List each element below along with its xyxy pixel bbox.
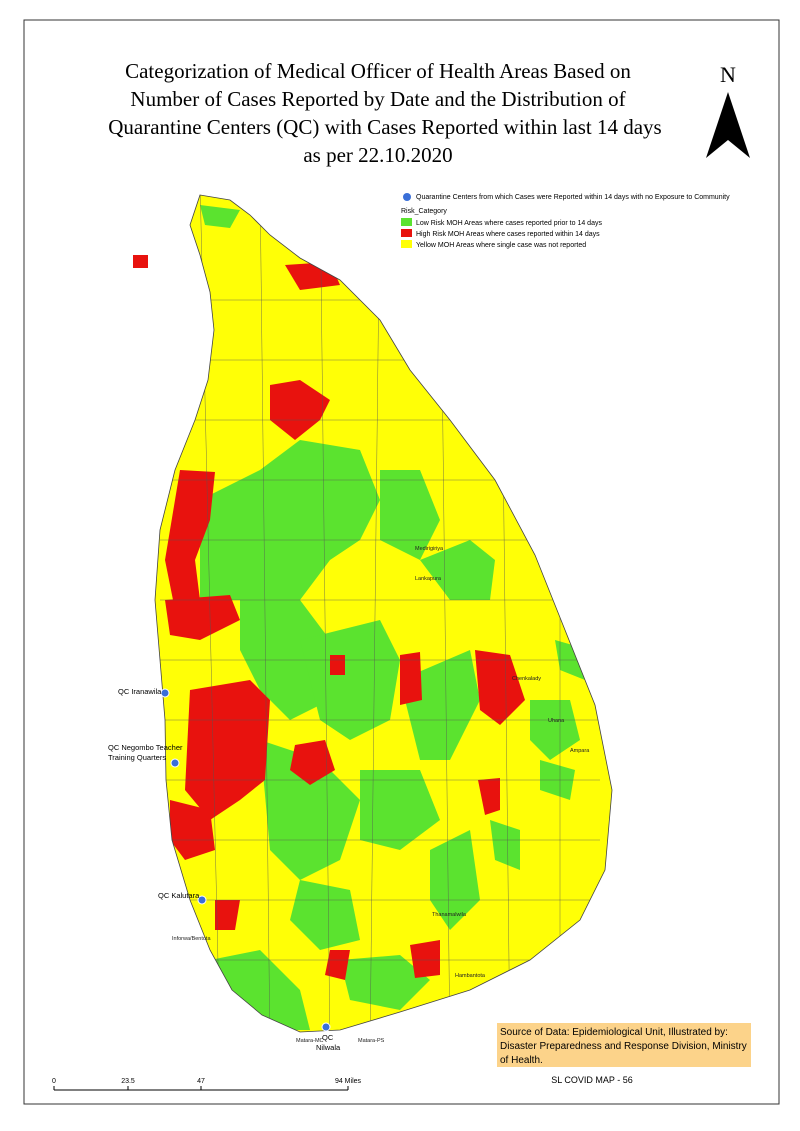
legend-swatch [401,240,412,248]
place-label: Matara-PS [358,1038,385,1044]
title-line: as per 22.10.2020 [303,143,452,167]
legend-label: High Risk MOH Areas where cases reported… [416,231,600,238]
source-line: of Health. [500,1055,543,1066]
legend-swatch [401,229,412,237]
north-arrow: N [706,62,750,158]
qc-label: Training Quarters [108,753,166,762]
legend-heading: Risk_Category [401,208,447,215]
scale-label: 47 [197,1078,205,1085]
place-label: Thanamalwila [432,912,467,918]
qc-label: QC Kalutara [158,891,200,900]
north-label: N [720,62,736,87]
place-label: Lankapura [415,576,442,582]
place-label: Uhana [548,718,565,724]
source-box: Source of Data: Epidemiological Unit, Il… [497,1023,751,1067]
place-label: Hambantota [455,973,486,979]
place-label: Chenkalady [512,676,541,682]
scale-bar: 0 23.5 47 94 Miles [52,1078,362,1091]
qc-icon [321,1022,331,1032]
qc-icon [197,895,207,905]
place-label: Matara-MC [296,1038,324,1044]
qc-label: QC Negombo Teacher [108,743,183,752]
source-line: Source of Data: Epidemiological Unit, Il… [500,1027,728,1038]
frame [23,19,780,1105]
legend: Quarantine Centers from which Cases were… [401,193,730,249]
qc-label: QC Iranawila [118,687,162,696]
island [155,195,612,1032]
qc-label: QC [322,1033,334,1042]
qc-icon [403,193,411,201]
scale-label: 0 [52,1078,56,1085]
legend-label: Yellow MOH Areas where single case was n… [416,242,586,249]
title-line: Quarantine Centers (QC) with Cases Repor… [108,115,661,139]
legend-label: Low Risk MOH Areas where cases reported … [416,220,602,227]
qc-icon [160,688,170,698]
scale-label: 94 Miles [335,1078,362,1085]
scale-label: 23.5 [121,1078,135,1085]
legend-qc: Quarantine Centers from which Cases were… [416,194,730,201]
place-label: Ampara [570,748,590,754]
qc-icon [170,758,180,768]
places: Medirigiriya Lankapura Chenkalady Uhana Ampa… [172,546,590,1044]
place-label: Medirigiriya [415,546,444,552]
title: Categorization of Medical Officer of Hea… [108,59,661,167]
island-patch [133,255,148,268]
footer: SL COVID MAP - 56 [551,1075,633,1085]
place-label: Inforwa/Bentota [172,936,211,942]
source-line: Disaster Preparedness and Response Divis… [500,1041,747,1052]
title-line: Number of Cases Reported by Date and the… [130,87,625,111]
qc-label: Nilwala [316,1043,341,1052]
title-line: Categorization of Medical Officer of Hea… [125,59,631,83]
legend-swatch [401,218,412,226]
